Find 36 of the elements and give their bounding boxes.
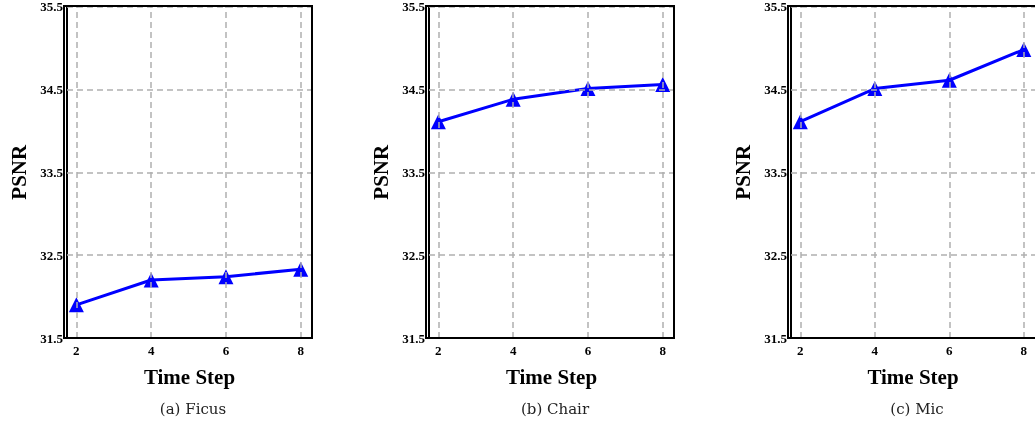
y-tick-label: 33.5 <box>764 164 788 180</box>
x-tick-label: 4 <box>871 343 879 358</box>
text: (b) Chair <box>520 399 590 418</box>
y-tick-label: 34.5 <box>764 81 788 97</box>
y-tick-label: 33.5 <box>40 164 64 180</box>
x-tick-label: 6 <box>222 343 230 358</box>
y-axis-title: PSNR <box>6 144 31 200</box>
x-tick-label: 6 <box>946 343 954 358</box>
y-tick-label: 31.5 <box>40 330 64 346</box>
x-tick-label: 2 <box>73 343 80 358</box>
y-tick-label: 31.5 <box>402 330 426 346</box>
x-tick-label: 8 <box>1020 343 1028 358</box>
y-tick-label: 33.5 <box>402 164 426 180</box>
x-tick-label: 6 <box>584 343 592 358</box>
y-axis-title: PSNR <box>730 144 755 200</box>
y-tick-label: 34.5 <box>402 81 426 97</box>
y-tick-label: 32.5 <box>764 247 788 263</box>
y-tick-label: 34.5 <box>40 81 64 97</box>
text: (a) Ficus <box>159 399 227 418</box>
y-axis-title: PSNR <box>368 144 393 200</box>
x-tick-label: 8 <box>297 343 305 358</box>
y-tick-label: 35.5 <box>402 0 426 14</box>
y-tick-label: 32.5 <box>402 247 426 263</box>
x-tick-label: 4 <box>147 343 155 358</box>
x-axis-title: Time Step <box>505 364 598 389</box>
x-axis-title: Time Step <box>867 364 959 389</box>
x-tick-label: 8 <box>659 343 667 358</box>
y-tick-label: 32.5 <box>40 247 64 263</box>
text: (c) Mic <box>890 399 944 418</box>
x-tick-label: 2 <box>797 343 804 358</box>
x-tick-label: 4 <box>509 343 517 358</box>
y-tick-label: 35.5 <box>40 0 64 14</box>
x-tick-label: 2 <box>435 343 442 358</box>
y-tick-label: 35.5 <box>764 0 788 14</box>
x-axis-title: Time Step <box>143 364 236 389</box>
y-tick-label: 31.5 <box>764 330 788 346</box>
